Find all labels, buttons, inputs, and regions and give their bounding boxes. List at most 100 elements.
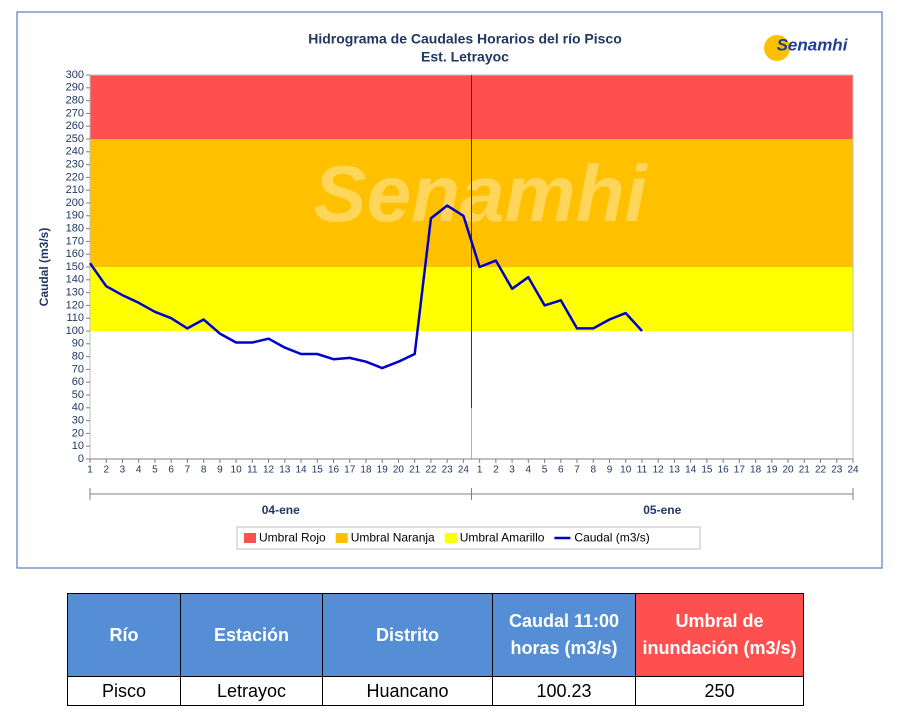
y-tick-label: 140: [66, 274, 84, 286]
y-tick-label: 260: [66, 120, 84, 132]
x-tick-label: 18: [750, 465, 762, 476]
y-tick-label: 220: [66, 171, 84, 183]
x-tick-label: 13: [279, 465, 291, 476]
x-tick-label: 7: [185, 465, 191, 476]
legend-label: Caudal (m3/s): [574, 531, 649, 545]
y-tick-label: 90: [72, 338, 84, 350]
x-tick-label: 24: [847, 465, 859, 476]
x-tick-label: 3: [120, 465, 126, 476]
cell: 100.23: [492, 676, 636, 706]
group-label: 04-ene: [262, 503, 300, 517]
x-tick-label: 1: [87, 465, 93, 476]
x-tick-label: 8: [201, 465, 207, 476]
x-tick-label: 21: [409, 465, 421, 476]
y-tick-label: 280: [66, 95, 84, 107]
logo-text: Senamhi: [777, 35, 849, 54]
y-tick-label: 180: [66, 223, 84, 235]
y-tick-label: 60: [72, 376, 84, 388]
y-tick-label: 200: [66, 197, 84, 209]
y-tick-label: 10: [72, 440, 84, 452]
x-tick-label: 12: [653, 465, 665, 476]
y-tick-label: 150: [66, 261, 84, 273]
y-axis-label: Caudal (m3/s): [37, 228, 51, 307]
chart: Hidrograma de Caudales Horarios del río …: [16, 11, 883, 569]
y-tick-label: 250: [66, 133, 84, 145]
y-tick-label: 20: [72, 427, 84, 439]
x-tick-label: 3: [509, 465, 515, 476]
x-tick-label: 6: [558, 465, 564, 476]
x-tick-label: 15: [701, 465, 713, 476]
x-tick-label: 1: [477, 465, 483, 476]
header-cell: Río: [67, 593, 181, 677]
cell: 250: [635, 676, 804, 706]
x-tick-label: 4: [136, 465, 142, 476]
x-tick-label: 8: [590, 465, 596, 476]
x-tick-label: 22: [815, 465, 827, 476]
legend-label: Umbral Rojo: [259, 531, 326, 545]
x-tick-label: 19: [766, 465, 778, 476]
x-tick-label: 17: [344, 465, 356, 476]
x-tick-label: 22: [425, 465, 437, 476]
legend: Umbral Rojo Umbral Naranja Umbral Amarillo…: [236, 526, 701, 550]
x-tick-label: 5: [152, 465, 158, 476]
x-tick-label: 24: [458, 465, 470, 476]
x-tick-label: 5: [542, 465, 548, 476]
y-tick-label: 130: [66, 287, 84, 299]
chart-subtitle: Est. Letrayoc: [421, 49, 509, 65]
x-tick-label: 10: [620, 465, 632, 476]
x-tick-label: 9: [217, 465, 223, 476]
legend-box: [236, 526, 701, 550]
chart-title: Hidrograma de Caudales Horarios del río …: [308, 31, 622, 47]
legend-swatch: [244, 533, 256, 543]
y-tick-label: 80: [72, 351, 84, 363]
x-tick-label: 16: [718, 465, 730, 476]
legend-swatch: [335, 533, 348, 543]
x-tick-label: 4: [526, 465, 532, 476]
table-header: Río Estación Distrito Caudal 11:00 horas…: [67, 593, 804, 677]
y-tick-label: 270: [66, 107, 84, 119]
y-tick-label: 170: [66, 235, 84, 247]
header-cell: Umbral de inundación (m3/s): [635, 593, 804, 677]
header-cell: Distrito: [322, 593, 493, 677]
x-tick-label: 6: [168, 465, 174, 476]
legend-swatch: [444, 533, 457, 543]
y-tick-label: 210: [66, 184, 84, 196]
x-tick-label: 11: [247, 465, 258, 476]
cell: Letrayoc: [180, 676, 323, 706]
y-tick-label: 230: [66, 159, 84, 171]
logo-sun: [764, 35, 790, 61]
x-tick-label: 12: [263, 465, 275, 476]
y-tick-label: 120: [66, 299, 84, 311]
y-tick-label: 0: [78, 453, 84, 465]
x-tick-label: 14: [685, 465, 697, 476]
y-tick-label: 70: [72, 363, 84, 375]
y-tick-label: 110: [66, 312, 84, 324]
x-tick-label: 15: [312, 465, 324, 476]
x-tick-label: 20: [393, 465, 405, 476]
x-tick-label: 23: [442, 465, 454, 476]
header-cell: Estación: [180, 593, 323, 677]
x-tick-label: 23: [831, 465, 843, 476]
x-tick-label: 10: [231, 465, 243, 476]
y-tick-label: 160: [66, 248, 84, 260]
x-tick-label: 9: [607, 465, 613, 476]
y-tick-label: 290: [66, 82, 84, 94]
y-tick-label: 190: [66, 210, 84, 222]
watermark: Senamhi: [313, 149, 648, 238]
x-tick-label: 14: [295, 465, 307, 476]
logo: Senamhi: [764, 35, 849, 61]
table-row: Pisco Letrayoc Huancano 100.23 250: [67, 676, 804, 706]
x-tick-label: 2: [493, 465, 499, 476]
group-label: 05-ene: [643, 503, 681, 517]
legend-label: Umbral Amarillo: [460, 531, 545, 545]
cell: Huancano: [322, 676, 493, 706]
y-tick-label: 50: [72, 389, 84, 401]
x-tick-label: 17: [734, 465, 746, 476]
y-tick-label: 240: [66, 146, 84, 158]
x-tick-label: 2: [103, 465, 109, 476]
x-tick-label: 16: [328, 465, 340, 476]
x-tick-label: 19: [377, 465, 389, 476]
y-tick-label: 300: [66, 69, 84, 81]
y-tick-label: 100: [66, 325, 84, 337]
